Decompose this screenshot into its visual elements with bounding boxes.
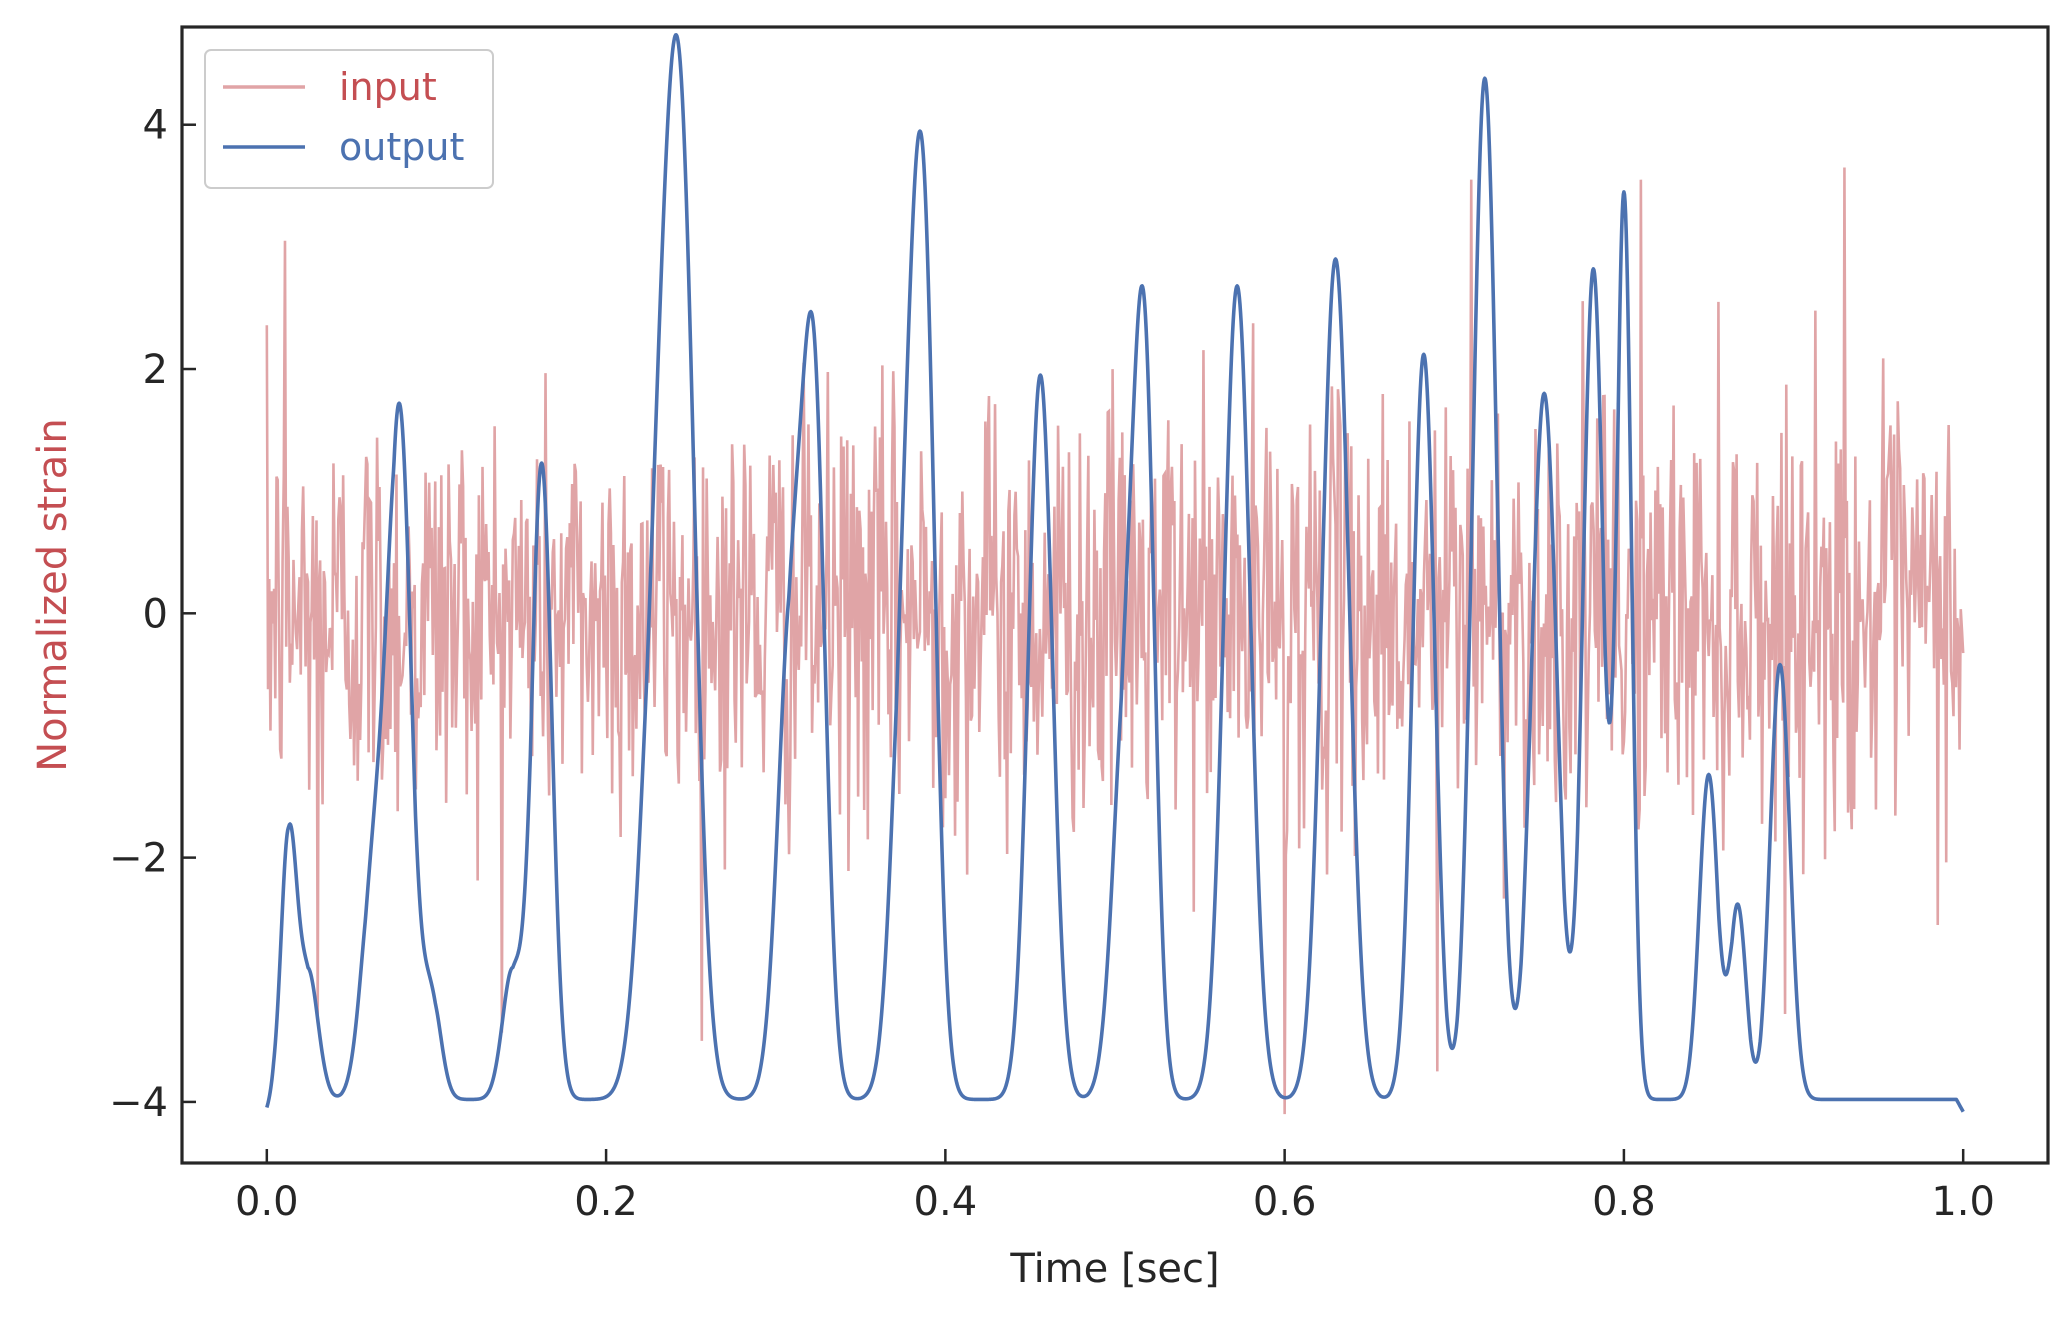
y-axis-label: Normalized strain <box>30 418 76 772</box>
series-output-line <box>265 33 1965 1113</box>
y-tick-label: 2 <box>143 347 168 393</box>
series-input-line <box>265 167 1965 1115</box>
x-tick-label: 0.2 <box>574 1179 638 1225</box>
legend-box <box>204 49 494 189</box>
ticks-layer: 0.0 0.2 0.4 0.6 0.8 1.0 −4 −2 0 2 4 <box>109 103 1995 1225</box>
x-tick-label: 0.6 <box>1253 1179 1317 1225</box>
y-tick-label: 4 <box>143 103 168 149</box>
y-tick-label: −2 <box>109 836 168 882</box>
x-axis-label: Time [sec] <box>1009 1246 1219 1292</box>
x-tick-label: 0.4 <box>914 1179 978 1225</box>
y-tick-label: 0 <box>143 591 168 637</box>
x-tick-label: 1.0 <box>1931 1179 1995 1225</box>
x-tick-label: 0.8 <box>1592 1179 1656 1225</box>
x-tick-label: 0.0 <box>235 1179 299 1225</box>
series-layer <box>265 33 1965 1115</box>
legend: input output <box>204 49 494 189</box>
legend-label-output: output <box>339 125 464 169</box>
legend-label-input: input <box>339 65 437 109</box>
y-tick-label: −4 <box>109 1080 168 1126</box>
axes-frame <box>180 25 2050 1165</box>
